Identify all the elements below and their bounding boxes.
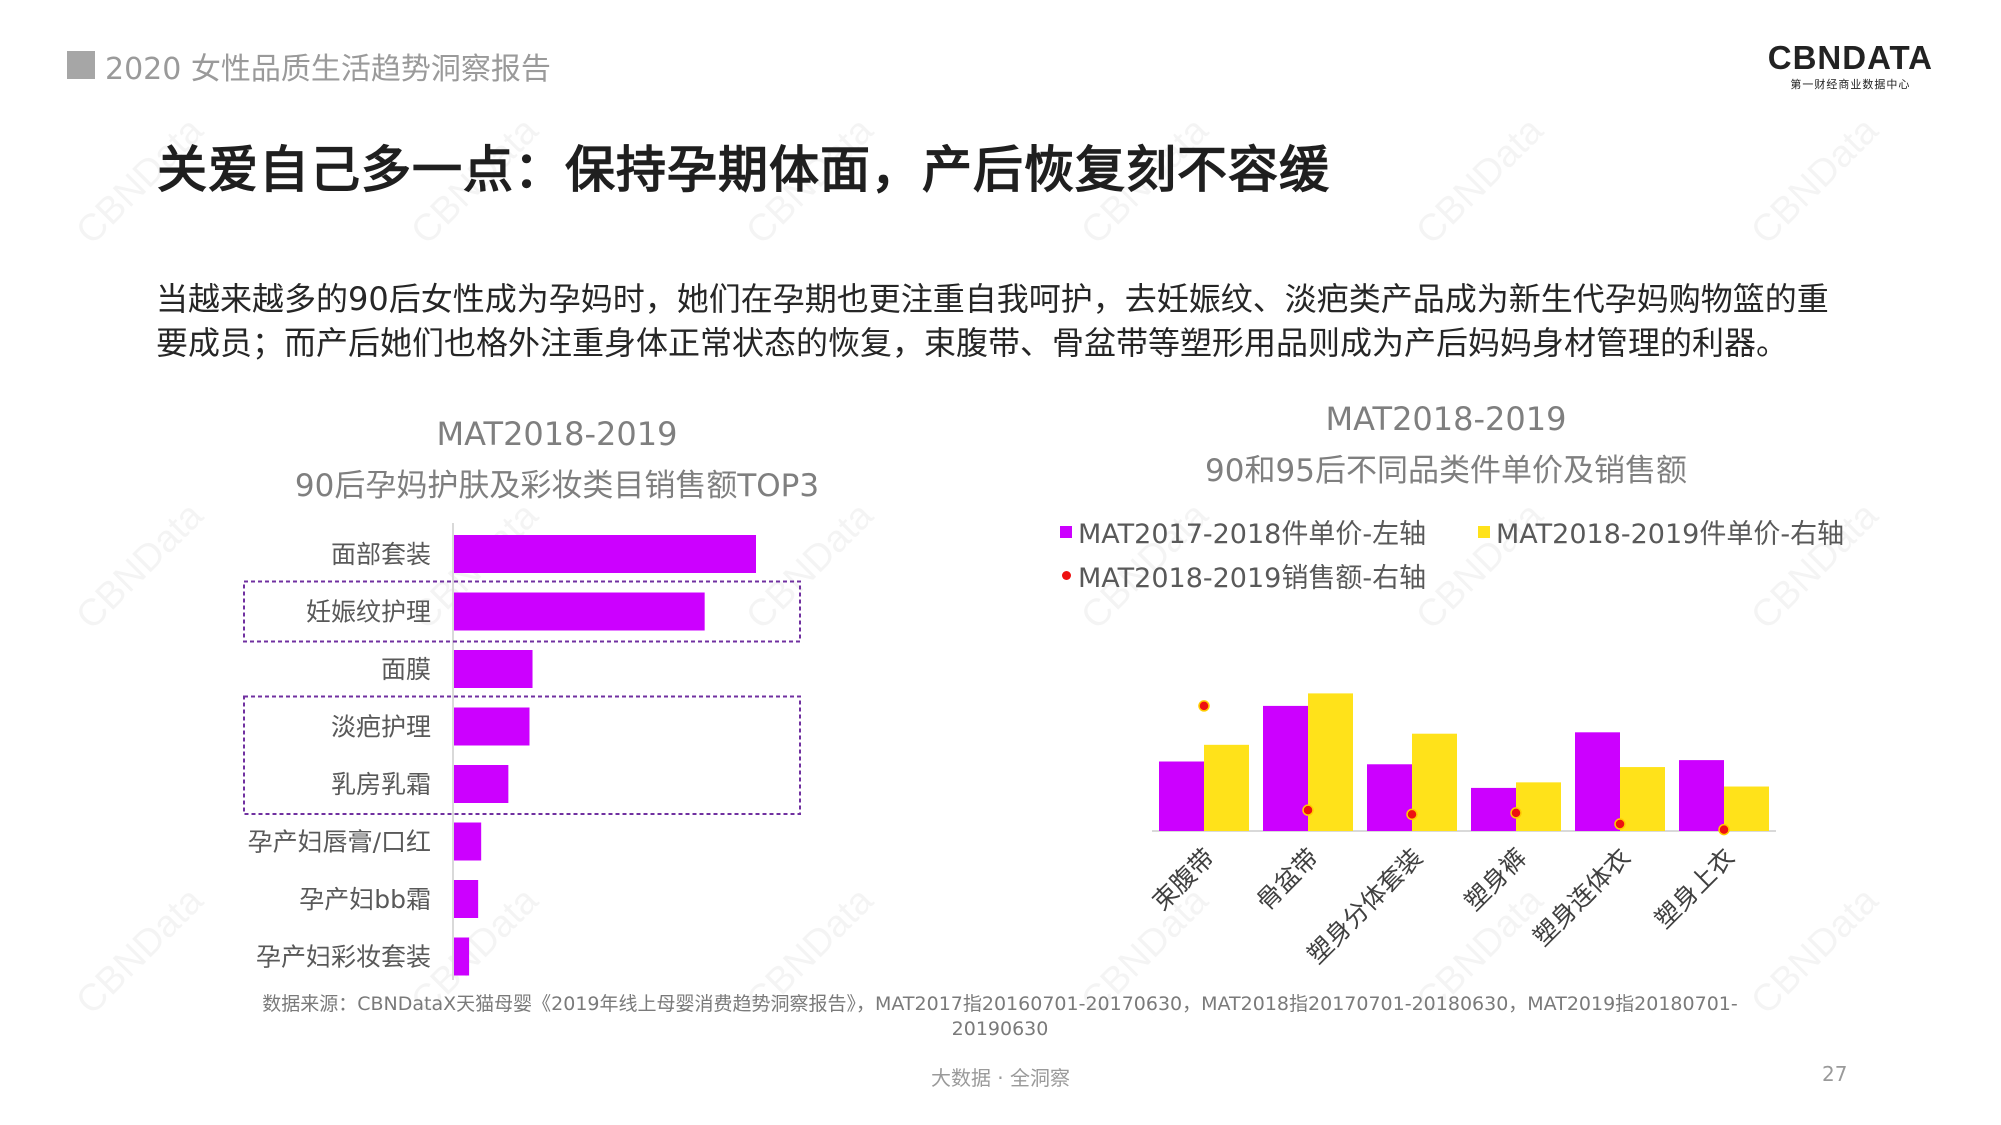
- highlight-box: [243, 695, 801, 815]
- bar-2018-price: [1308, 693, 1353, 831]
- bar-1: [454, 592, 705, 631]
- category-label: 面部套装: [331, 540, 431, 569]
- left-chart-title: 90后孕妈护肤及彩妆类目销售额TOP3: [294, 468, 820, 504]
- legend-item-2018-price: MAT2018-2019件单价-右轴: [1478, 512, 1844, 551]
- cbndata-logo: CBNDATA 第一财经商业数据中心: [1768, 40, 1933, 92]
- category-label: 孕产妇彩妆套装: [256, 943, 431, 972]
- category-label: 妊娠纹护理: [306, 598, 431, 627]
- category-label: 塑身裤: [1459, 843, 1533, 917]
- logo-subtitle: 第一财经商业数据中心: [1790, 78, 1911, 91]
- bar-2018-price: [1724, 786, 1769, 831]
- legend-swatch-purple: [1060, 525, 1072, 538]
- sales-point: [1406, 808, 1418, 821]
- bar-4: [454, 765, 509, 803]
- category-label: 孕产妇bb霜: [299, 885, 431, 914]
- bar-6: [454, 880, 479, 918]
- sales-point: [1302, 804, 1314, 816]
- legend-label: MAT2018-2019销售额-右轴: [1078, 563, 1427, 594]
- bar-3: [454, 707, 530, 746]
- bar-5: [454, 822, 482, 861]
- legend-label: MAT2018-2019件单价-右轴: [1496, 519, 1845, 550]
- page-number: 27: [1822, 1062, 1848, 1086]
- footer-tagline: 大数据 · 全洞察: [930, 1066, 1071, 1090]
- legend-item-2018-sales: MAT2018-2019销售额-右轴: [1060, 556, 1426, 595]
- bar-2017-price: [1471, 787, 1516, 831]
- bar-2017-price: [1263, 705, 1308, 831]
- bar-2018-price: [1516, 782, 1561, 831]
- legend-item-2017-price: MAT2017-2018件单价-左轴: [1060, 512, 1426, 551]
- report-title: 2020 女性品质生活趋势洞察报告: [105, 52, 551, 87]
- left-chart-title-period: MAT2018-2019: [436, 415, 678, 453]
- bar-2018-price: [1204, 744, 1249, 831]
- legend-label: MAT2017-2018件单价-左轴: [1078, 519, 1427, 550]
- watermark: CBNData: [1743, 110, 1887, 254]
- sales-point: [1198, 700, 1210, 712]
- data-source-note: 数据来源：CBNDataX天猫母婴《2019年线上母婴消费趋势洞察报告》，MAT…: [262, 993, 1738, 1040]
- report-title-marker: [67, 51, 95, 79]
- bar-0: [454, 535, 756, 573]
- legend-dot-red: [1062, 571, 1071, 580]
- category-label: 乳房乳霜: [331, 770, 431, 799]
- slide-title: 关爱自己多一点：保持孕期体面，产后恢复刻不容缓: [157, 141, 1330, 199]
- intro-paragraph: 当越来越多的90后女性成为孕妈时，她们在孕期也更注重自我呵护，去妊娠纹、淡疤类产…: [156, 280, 1829, 362]
- legend-swatch-yellow: [1478, 525, 1490, 538]
- category-label: 面膜: [381, 655, 431, 684]
- bar-2017-price: [1575, 732, 1620, 831]
- category-label: 束腹带: [1147, 843, 1221, 917]
- category-label: 塑身上衣: [1649, 843, 1740, 934]
- bar-7: [454, 937, 470, 976]
- right-chart-title-period: MAT2018-2019: [1325, 400, 1567, 438]
- sales-point: [1510, 807, 1522, 819]
- sales-point: [1718, 823, 1730, 836]
- bar-2017-price: [1679, 760, 1724, 831]
- category-label: 淡疤护理: [331, 713, 431, 742]
- logo-text: CBNDATA: [1767, 39, 1933, 76]
- right-chart-title: 90和95后不同品类件单价及销售额: [1205, 453, 1687, 489]
- category-label: 孕产妇唇膏/口红: [248, 828, 431, 857]
- bar-2018-price: [1412, 733, 1457, 831]
- sales-point: [1614, 818, 1626, 830]
- bar-2017-price: [1367, 764, 1412, 831]
- category-label: 骨盆带: [1251, 843, 1325, 917]
- bar-2: [454, 650, 533, 688]
- watermark: CBNData: [1408, 110, 1552, 254]
- category-label: 塑身连体衣: [1527, 843, 1636, 952]
- bar-2017-price: [1159, 761, 1204, 831]
- bar-2018-price: [1620, 767, 1665, 831]
